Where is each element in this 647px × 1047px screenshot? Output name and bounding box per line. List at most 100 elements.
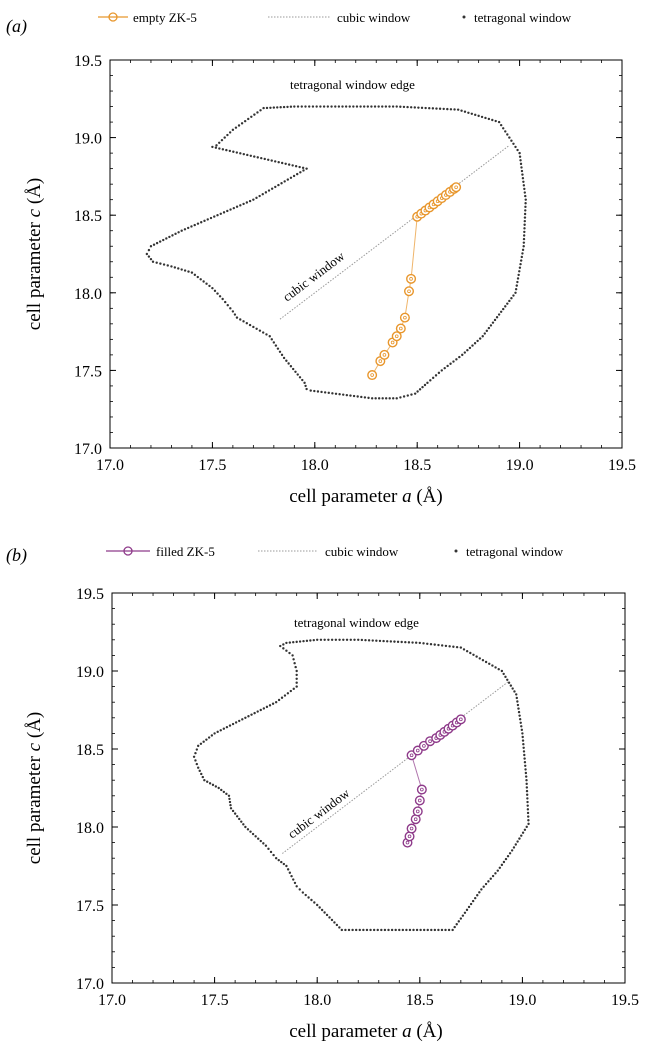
tetragonal-window-dot [235, 316, 239, 319]
tetragonal-window-dot [476, 339, 479, 343]
tetragonal-window-dot [298, 376, 302, 379]
tetragonal-window-dot [444, 928, 447, 932]
tetragonal-window-dot [516, 280, 519, 284]
data-point-inner [413, 817, 418, 821]
tetragonal-window-dot [381, 105, 384, 108]
tetragonal-window-dot [282, 862, 286, 866]
tetragonal-window-dot [474, 896, 477, 900]
tetragonal-window-dot [341, 105, 344, 108]
tetragonal-window-dot [348, 105, 351, 108]
tetragonal-window-dot [211, 783, 215, 787]
tetragonal-window-dot [378, 639, 382, 643]
tetragonal-window-dot [250, 713, 253, 716]
tetragonal-window-dot [413, 392, 417, 395]
tetragonal-window-dot [481, 659, 485, 662]
data-point-inner [415, 748, 420, 753]
x-tick-label: 17.0 [98, 992, 126, 1009]
tetragonal-window-dot [235, 815, 239, 818]
tetragonal-window-dot [305, 387, 308, 391]
tetragonal-window-dot [424, 106, 427, 110]
tetragonal-window-dot [523, 757, 526, 760]
tetragonal-window-dot [225, 792, 228, 796]
tetragonal-window-dot [434, 374, 438, 377]
tetragonal-window-dot [263, 157, 266, 161]
tetragonal-window-dot [509, 684, 513, 687]
tetragonal-window-dot [174, 232, 177, 236]
tetragonal-window-dot [517, 710, 521, 714]
tetragonal-window-dot [358, 928, 361, 932]
tetragonal-window-dot [282, 105, 286, 109]
tetragonal-window-dot [214, 146, 218, 149]
data-point-inner [409, 277, 413, 281]
tetragonal-window-dot [214, 785, 218, 788]
tetragonal-window-dot [261, 193, 264, 196]
series-b [402, 714, 466, 848]
tetragonal-window-dot [282, 647, 285, 650]
tetragonal-window-dot [515, 696, 519, 700]
tetragonal-window-dot [459, 917, 463, 920]
tetragonal-window-dot [522, 234, 526, 237]
tetragonal-window-dot [234, 721, 238, 724]
tetragonal-window-dot [373, 105, 377, 108]
tetragonal-window-dot [469, 651, 472, 655]
tetragonal-window-dot [213, 215, 216, 218]
data-point [455, 714, 466, 725]
tetragonal-window-dot [170, 265, 173, 268]
data-point-inner [428, 739, 432, 743]
cubic-window-line [279, 144, 510, 320]
tetragonal-window-dot [507, 681, 511, 684]
tetragonal-window-dot [282, 643, 285, 646]
legend-a-tetragonal-swatch [462, 15, 466, 19]
tetragonal-window-dot [295, 685, 298, 688]
tetragonal-window-dot [524, 198, 527, 201]
tetragonal-window-dot [330, 638, 334, 641]
tetragonal-window-dot [177, 231, 180, 234]
tetragonal-window-dot [526, 808, 530, 811]
tetragonal-window-dot [295, 669, 298, 673]
tetragonal-window-dot [520, 725, 523, 728]
tetragonal-window-dot [276, 106, 279, 109]
tetragonal-window-dot [523, 761, 527, 764]
tetragonal-window-dot [430, 928, 433, 932]
tetragonal-window-dot [524, 771, 528, 775]
tetragonal-window-dot [527, 822, 530, 826]
tetragonal-window-dot [522, 746, 525, 749]
tetragonal-window-dot [377, 105, 380, 108]
tetragonal-window-dot [407, 641, 411, 644]
tetragonal-window-dot [395, 105, 398, 108]
tetragonal-window-dot [228, 131, 232, 134]
tetragonal-window-dot [220, 138, 224, 142]
tetragonal-window-dot [305, 639, 309, 643]
tetragonal-window-dot [242, 152, 246, 156]
tetragonal-window-dot [254, 835, 257, 838]
tetragonal-window-dot [426, 928, 429, 932]
tetragonal-window-dot [522, 750, 526, 753]
tetragonal-window-dot [354, 928, 358, 932]
tetragonal-window-dot [257, 837, 260, 840]
y-tick-label: 18.0 [74, 286, 102, 303]
tetragonal-window-dot [296, 105, 300, 108]
data-point-inner [370, 373, 374, 377]
tetragonal-window-dot [279, 106, 282, 109]
tetragonal-window-dot [211, 145, 214, 149]
tetragonal-window-dot [390, 928, 394, 932]
tetragonal-window-dot [517, 707, 520, 710]
tetragonal-window-dot [392, 397, 395, 400]
tetragonal-window-dot [256, 710, 259, 713]
tetragonal-window-dot [323, 911, 326, 914]
tetragonal-window-dot [418, 388, 422, 391]
tetragonal-window-dot [215, 144, 218, 147]
tetragonal-window-dot [523, 219, 526, 223]
data-point [379, 349, 390, 360]
tetragonal-window-dot [223, 136, 226, 139]
tetragonal-window-dot [270, 159, 273, 162]
tetragonal-window-dot [194, 751, 197, 755]
tetragonal-window-dot [521, 176, 525, 180]
tetragonal-window-dot [326, 105, 330, 108]
tetragonal-window-dot [247, 715, 250, 718]
legend-a-series-swatch [98, 12, 128, 22]
data-point [416, 784, 427, 795]
tetragonal-window-dot [287, 163, 291, 166]
tetragonal-window-dot [462, 648, 466, 651]
tetragonal-window-dot [291, 654, 294, 657]
